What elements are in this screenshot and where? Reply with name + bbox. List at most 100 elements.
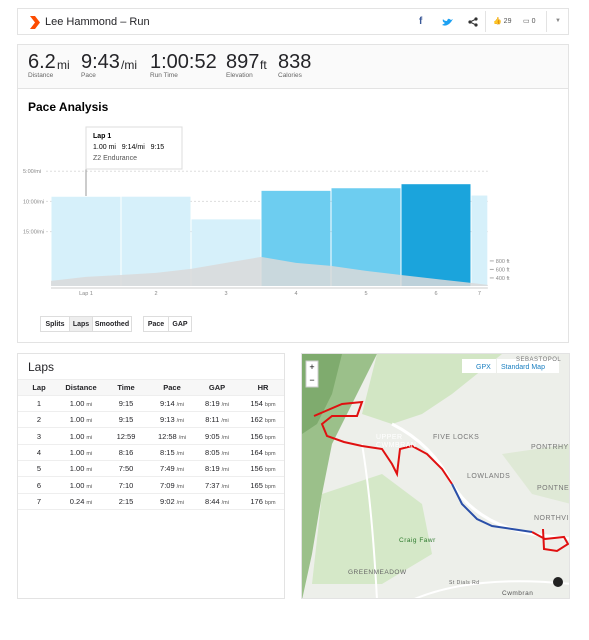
y-tick-label: 10:00/mi (23, 199, 44, 205)
route-map: + − GPX Standard Map SEBASTOPOL UPPERCWMB… (302, 354, 570, 598)
table-cell: 164 bpm (250, 448, 275, 457)
y-tick-label: 15:00/mi (23, 230, 44, 236)
divider (546, 11, 547, 32)
cell-value: 1.00 (69, 447, 85, 457)
park (502, 444, 569, 504)
x-tick-label: 2 (154, 291, 157, 297)
table-cell: 12:58/mi (158, 432, 186, 441)
cell-value: 8:15 (160, 447, 175, 457)
table-cell: 154 bpm (250, 399, 275, 408)
table-cell: 1.00 mi (70, 432, 92, 441)
toggle-button[interactable]: GAP (168, 316, 192, 332)
road (361, 443, 378, 598)
x-tick-label: 6 (434, 291, 437, 297)
row-divider (18, 492, 284, 494)
map-label: St Dials Rd (449, 580, 480, 586)
cell-value: 12:58 (157, 431, 177, 441)
zoom-out[interactable]: − (309, 375, 314, 385)
kudos-count: 29 (503, 18, 512, 25)
stat-label: Calories (278, 72, 302, 79)
table-cell: 9:02/mi (160, 497, 184, 506)
cell-unit: mi (86, 483, 93, 490)
cell-value: 0.24 (69, 496, 85, 506)
table-header-bg (18, 379, 284, 396)
table-cell: 7:49/mi (160, 464, 184, 473)
cell-value: 165 (250, 480, 263, 490)
cell-value: 8:16 (118, 447, 134, 457)
cell-value: 7:49 (160, 464, 175, 474)
tooltip-box (85, 126, 183, 170)
map-style-button[interactable]: Standard Map (501, 364, 545, 371)
cell-value: 8:19 (205, 399, 220, 408)
tooltip-zone: Z2 Endurance (93, 155, 137, 162)
cell-value: 8:19 (205, 464, 220, 474)
table-cell: 8:05/mi (205, 448, 229, 457)
map-style-bg (497, 359, 559, 373)
y2-tick-label: 800 ft (496, 259, 510, 265)
cell-value: 12:59 (116, 431, 136, 441)
more-menu[interactable]: ▼ (555, 18, 561, 24)
table-cell: 8:16 (119, 448, 134, 457)
column-header: Lap (32, 383, 46, 392)
row-divider (18, 427, 284, 429)
cell-value: 3 (36, 431, 42, 441)
gpx-button[interactable]: GPX (476, 364, 491, 371)
cell-unit: /mi (176, 483, 184, 490)
cell-unit: /mi (176, 402, 184, 408)
table-cell: 1.00 mi (70, 464, 92, 473)
comment-button[interactable]: ▭ 0 (523, 18, 536, 25)
info-icon[interactable] (553, 577, 563, 587)
stat-unit: mi (57, 58, 70, 72)
table-cell: 156 bpm (250, 464, 275, 473)
stat-value: 838 (278, 51, 312, 73)
cell-value: 2:15 (118, 496, 134, 506)
pace-bar (471, 195, 488, 286)
toggle-button[interactable]: Pace (143, 316, 169, 332)
stat-unit: ft (260, 58, 267, 72)
cell-unit: bpm (264, 450, 276, 457)
cell-unit: /mi (221, 467, 229, 474)
column-header: GAP (208, 383, 226, 392)
table-cell: 2 (37, 415, 41, 424)
y-tick-label: 5:00/mi (23, 169, 41, 175)
table-cell: 8:19/mi (205, 464, 229, 473)
twitter-button[interactable] (442, 18, 453, 27)
cell-value: 7:09 (160, 480, 175, 490)
cell-unit: bpm (264, 483, 276, 490)
facebook-button[interactable]: f (419, 16, 423, 27)
table-cell: 7:37/mi (205, 481, 229, 490)
cell-unit: bpm (264, 467, 276, 474)
cell-unit: /mi (176, 499, 184, 506)
stat-label: Distance (28, 72, 54, 79)
pace-chart: Pace Analysis 5:00/mi 10:00/mi 15:00/mi Lap… (23, 100, 510, 297)
cell-value: 156 (250, 464, 263, 474)
toggle-button[interactable]: Smoothed (92, 316, 132, 332)
cell-unit: mi (86, 418, 93, 425)
toggle-button[interactable]: Laps (69, 316, 93, 332)
table-cell: 9:15 (119, 415, 134, 424)
cell-value: 7:10 (118, 480, 134, 490)
zoom-in[interactable]: + (309, 362, 314, 372)
map-label: UPPER (376, 434, 403, 441)
toggle-button[interactable]: Splits (40, 316, 70, 332)
share-button[interactable] (468, 17, 478, 27)
map-label: CWMBRAN (376, 442, 416, 449)
kudos-button[interactable]: 👍 29 (493, 18, 512, 25)
pace-panel: Pace Analysis 5:00/mi 10:00/mi 15:00/mi Lap… (17, 88, 569, 343)
column-header: Pace (163, 383, 181, 392)
row-divider (18, 476, 284, 478)
row-divider (18, 411, 284, 412)
table-cell: 162 bpm (250, 415, 275, 424)
map-label: LOWLANDS (467, 473, 510, 480)
table-cell: 156 bpm (250, 432, 275, 441)
cell-value: 1 (36, 399, 42, 408)
cell-unit: mi (86, 467, 93, 474)
cell-value: 164 (250, 447, 263, 457)
map-label: NORTHVIL (534, 515, 570, 522)
stat-unit: /mi (121, 58, 137, 72)
stat-label: Run Time (150, 72, 178, 79)
elevation-area (51, 256, 488, 286)
map-label: FIVE LOCKS (433, 434, 479, 441)
cell-value: 7:50 (118, 464, 134, 474)
